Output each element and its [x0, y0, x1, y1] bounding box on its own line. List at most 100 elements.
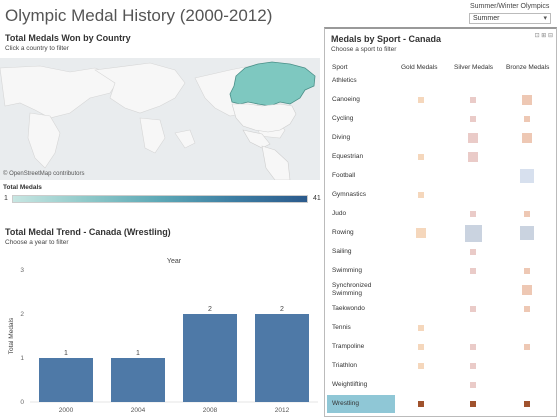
silver-medal-mark[interactable] — [464, 224, 482, 242]
world-map[interactable]: © OpenStreetMap contributors — [0, 58, 320, 180]
x-tick-label: 2012 — [275, 407, 290, 414]
sport-row[interactable]: Tennis — [325, 319, 557, 338]
silver-medal-mark[interactable] — [469, 96, 477, 104]
sport-row[interactable]: Equestrian — [325, 148, 557, 167]
silver-medal-mark[interactable] — [469, 248, 477, 256]
silver-medal-mark[interactable] — [469, 305, 477, 313]
map-title: Total Medals Won by Country — [5, 33, 131, 43]
sport-panel-title: Medals by Sport - Canada — [331, 34, 442, 44]
olympics-filter-value: Summer — [473, 15, 500, 22]
sport-label: Trampoline — [332, 343, 365, 350]
silver-medal-mark[interactable] — [469, 381, 477, 389]
bronze-medal-mark[interactable] — [520, 169, 534, 183]
selected-row-highlight — [327, 395, 395, 413]
sport-label: Synchronized Swimming — [332, 282, 372, 297]
sport-row[interactable]: Taekwondo — [325, 300, 557, 319]
bronze-medal-mark[interactable] — [523, 115, 531, 123]
sport-row[interactable]: Gymnastics — [325, 186, 557, 205]
col-header-bronze: Bronze Medals — [506, 64, 550, 71]
panel-toolbar-icons[interactable]: ⊡ ⊞ ⊟ — [534, 33, 553, 39]
x-tick-label: 2000 — [59, 407, 74, 414]
bar[interactable] — [39, 358, 93, 402]
silver-medal-mark[interactable] — [468, 152, 478, 162]
gold-medal-mark[interactable] — [417, 153, 425, 161]
gold-medal-mark[interactable] — [417, 343, 425, 351]
sport-row[interactable]: Rowing — [325, 224, 557, 243]
silver-medal-mark[interactable] — [469, 343, 477, 351]
silver-medal-mark[interactable] — [469, 115, 477, 123]
silver-medal-mark[interactable] — [469, 362, 477, 370]
y-tick-label: 3 — [20, 267, 24, 274]
bronze-medal-mark[interactable] — [522, 133, 532, 143]
sport-label: Taekwondo — [332, 305, 365, 312]
gold-medal-mark[interactable] — [416, 228, 426, 238]
silver-medal-mark[interactable] — [468, 133, 478, 143]
sport-row[interactable]: Canoeing — [325, 91, 557, 110]
sport-row[interactable]: Athletics — [325, 72, 557, 91]
sport-row[interactable]: Cycling — [325, 110, 557, 129]
olympics-filter-dropdown[interactable]: Summer ▾ — [469, 13, 551, 24]
legend-title: Total Medals — [3, 184, 42, 191]
silver-medal-mark[interactable] — [469, 267, 477, 275]
sport-label: Athletics — [332, 77, 357, 84]
sport-row[interactable]: Trampoline — [325, 338, 557, 357]
gold-medal-mark[interactable] — [417, 324, 425, 332]
y-tick-label: 2 — [20, 311, 24, 318]
sport-row[interactable]: Diving — [325, 129, 557, 148]
y-tick-label: 1 — [20, 355, 24, 362]
x-axis-label: Year — [167, 258, 182, 265]
map-credit: © OpenStreetMap contributors — [3, 171, 85, 177]
map-graphic — [0, 61, 316, 180]
trend-subtitle: Choose a year to filter — [5, 239, 69, 246]
sport-row[interactable]: Sailing — [325, 243, 557, 262]
bar-data-label: 1 — [64, 350, 68, 357]
canada-shape[interactable] — [229, 61, 316, 107]
bronze-medal-mark[interactable] — [522, 285, 532, 295]
bronze-medal-mark[interactable] — [522, 95, 532, 105]
silver-medal-mark[interactable] — [469, 210, 477, 218]
trend-title: Total Medal Trend - Canada (Wrestling) — [5, 227, 171, 237]
gold-medal-mark[interactable] — [417, 96, 425, 104]
gold-medal-mark[interactable] — [417, 400, 425, 408]
sport-label: Triathlon — [332, 362, 358, 369]
bar-data-label: 2 — [280, 306, 284, 313]
sport-label: Swimming — [332, 267, 362, 274]
sport-row[interactable]: Triathlon — [325, 357, 557, 376]
bar[interactable] — [255, 314, 309, 402]
bronze-medal-mark[interactable] — [520, 226, 534, 240]
col-header-gold: Gold Medals — [401, 64, 438, 71]
y-axis-label: Total Medals — [8, 317, 15, 354]
sport-row[interactable]: Swimming — [325, 262, 557, 281]
sport-label: Canoeing — [332, 96, 360, 103]
bar[interactable] — [183, 314, 237, 402]
silver-medal-mark[interactable] — [469, 400, 477, 408]
trend-chart[interactable]: Year Total Medals 0 1 2 3 1 2000 1 2004 2 2008 2 2012 — [0, 250, 320, 419]
gold-medal-mark[interactable] — [417, 191, 425, 199]
bronze-medal-mark[interactable] — [523, 305, 531, 313]
y-tick-label: 0 — [20, 399, 24, 406]
gold-medal-mark[interactable] — [417, 362, 425, 370]
bronze-medal-mark[interactable] — [523, 210, 531, 218]
sport-label: Tennis — [332, 324, 351, 331]
sport-label: Cycling — [332, 115, 354, 122]
trend-chart-svg: Year Total Medals 0 1 2 3 1 2000 1 2004 2 2008 2 2012 — [8, 258, 318, 414]
bronze-medal-mark[interactable] — [523, 267, 531, 275]
sport-label: Rowing — [332, 229, 354, 236]
sport-row[interactable]: Football — [325, 167, 557, 186]
sport-label: Gymnastics — [332, 191, 366, 198]
bronze-medal-mark[interactable] — [523, 343, 531, 351]
legend-max: 41 — [313, 195, 321, 202]
legend-min: 1 — [4, 195, 8, 202]
sport-row[interactable]: Weightlifting — [325, 376, 557, 395]
sport-row[interactable]: Wrestling — [325, 395, 557, 414]
sport-label: Sailing — [332, 248, 352, 255]
olympics-filter-label: Summer/Winter Olympics — [470, 3, 550, 10]
bronze-medal-mark[interactable] — [523, 400, 531, 408]
chevron-down-icon: ▾ — [543, 15, 547, 22]
bar[interactable] — [111, 358, 165, 402]
sport-label: Equestrian — [332, 153, 364, 160]
bar-data-label: 1 — [136, 350, 140, 357]
sport-row[interactable]: Judo — [325, 205, 557, 224]
sport-row[interactable]: Synchronized Swimming — [325, 281, 557, 300]
col-header-silver: Silver Medals — [454, 64, 494, 71]
